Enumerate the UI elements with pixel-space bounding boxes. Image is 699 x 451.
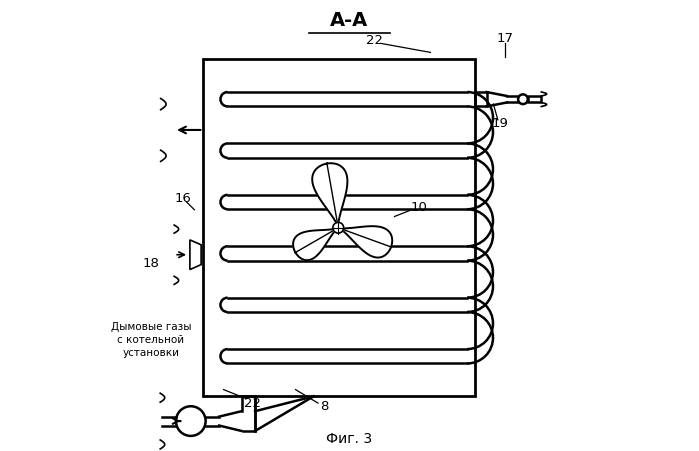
Text: Фиг. 3: Фиг. 3 xyxy=(326,432,373,446)
Text: 17: 17 xyxy=(496,32,513,46)
Circle shape xyxy=(333,222,344,233)
Text: 10: 10 xyxy=(411,201,428,214)
Polygon shape xyxy=(338,226,392,258)
Text: Дымовые газы
с котельной
установки: Дымовые газы с котельной установки xyxy=(110,322,191,359)
Text: 22: 22 xyxy=(366,34,383,47)
Text: 22: 22 xyxy=(245,396,261,410)
Text: 16: 16 xyxy=(175,192,192,205)
Text: 18: 18 xyxy=(143,257,159,270)
Text: А-А: А-А xyxy=(331,11,368,30)
Text: 19: 19 xyxy=(491,117,509,130)
Polygon shape xyxy=(312,163,347,228)
Text: 8: 8 xyxy=(321,400,329,413)
Polygon shape xyxy=(293,228,338,260)
